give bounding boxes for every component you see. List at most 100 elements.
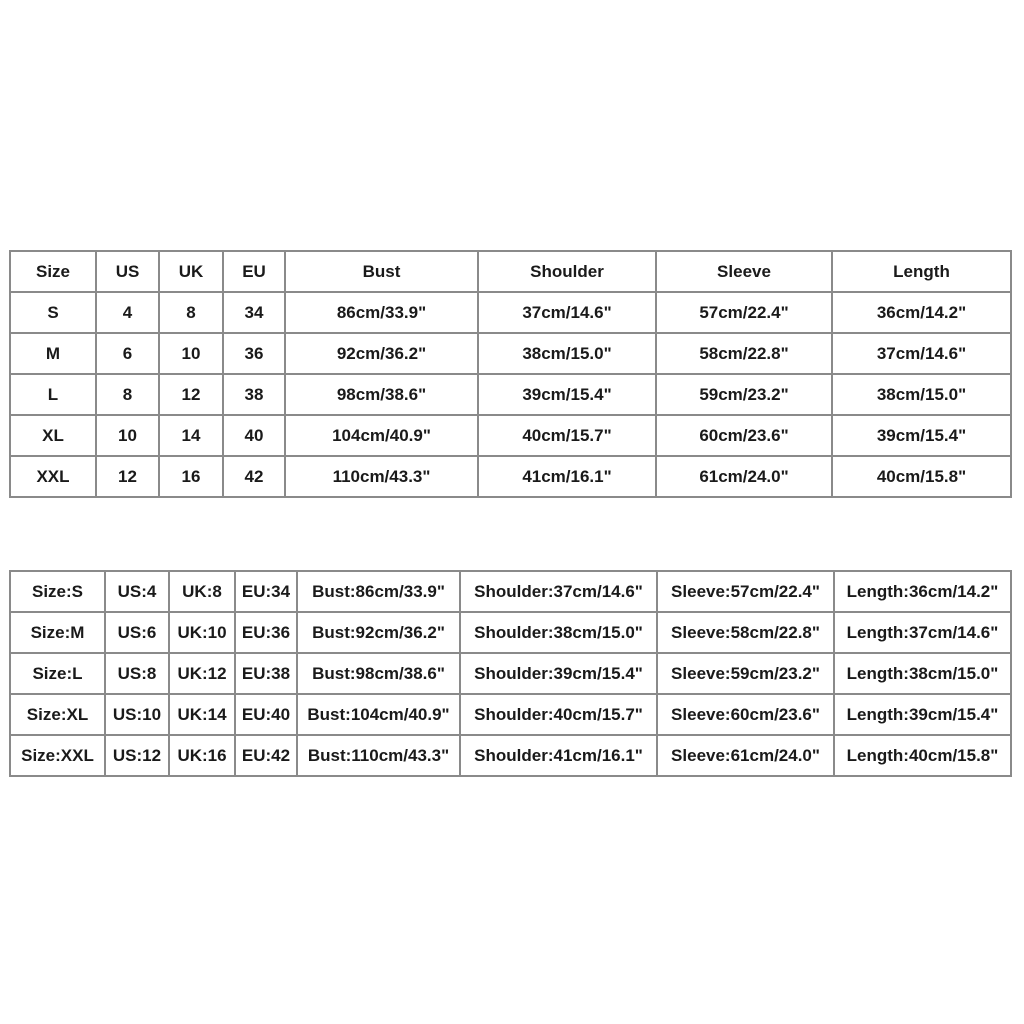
table-row: S 4 8 34 86cm/33.9" 37cm/14.6" 57cm/22.4" 36cm/… [9,291,1012,334]
table-cell: Shoulder:37cm/14.6" [459,570,658,613]
table-cell: Size:S [9,570,106,613]
table-cell: EU:42 [234,734,298,777]
table-cell: Sleeve:60cm/23.6" [656,693,835,736]
table-cell: 39cm/15.4" [477,373,657,416]
table-cell: 92cm/36.2" [284,332,479,375]
table-cell: Size [9,250,97,293]
table-cell: Length:39cm/15.4" [833,693,1012,736]
table-cell: Bust:92cm/36.2" [296,611,461,654]
table-cell: Shoulder:38cm/15.0" [459,611,658,654]
table-cell: Bust:86cm/33.9" [296,570,461,613]
table-cell: EU:34 [234,570,298,613]
table-cell: Bust:110cm/43.3" [296,734,461,777]
table-cell: 59cm/23.2" [655,373,833,416]
table-cell: US:6 [104,611,170,654]
table-cell: XXL [9,455,97,498]
table-cell: 60cm/23.6" [655,414,833,457]
table-cell: 110cm/43.3" [284,455,479,498]
table-cell: 38cm/15.0" [831,373,1012,416]
table-cell: Length:37cm/14.6" [833,611,1012,654]
table-cell: US:12 [104,734,170,777]
table-row: Size:L US:8 UK:12 EU:38 Bust:98cm/38.6" Shoul… [9,652,1012,695]
table-row: Size:XL US:10 UK:14 EU:40 Bust:104cm/40.9" Sh… [9,693,1012,736]
table-cell: Bust [284,250,479,293]
table-cell: 16 [158,455,224,498]
table-row: Size:S US:4 UK:8 EU:34 Bust:86cm/33.9" Should… [9,570,1012,613]
table-cell: 10 [158,332,224,375]
table-cell: 12 [158,373,224,416]
table-cell: XL [9,414,97,457]
table-cell: Size:XXL [9,734,106,777]
table-cell: EU:36 [234,611,298,654]
table-cell: Bust:104cm/40.9" [296,693,461,736]
table-cell: UK:16 [168,734,236,777]
table-cell: Length [831,250,1012,293]
table-cell: US:8 [104,652,170,695]
table-cell: EU:38 [234,652,298,695]
table-cell: Length:40cm/15.8" [833,734,1012,777]
table-cell: 38cm/15.0" [477,332,657,375]
table-cell: 14 [158,414,224,457]
table-row: XL 10 14 40 104cm/40.9" 40cm/15.7" 60cm/23.6" 3… [9,414,1012,457]
table-cell: 37cm/14.6" [477,291,657,334]
table-cell: Shoulder:41cm/16.1" [459,734,658,777]
table-cell: 42 [222,455,286,498]
table-cell: 98cm/38.6" [284,373,479,416]
table-cell: 40cm/15.7" [477,414,657,457]
table-cell: US:10 [104,693,170,736]
table-cell: 36 [222,332,286,375]
table-cell: UK [158,250,224,293]
table-cell: EU:40 [234,693,298,736]
table-cell: 39cm/15.4" [831,414,1012,457]
table-cell: Shoulder:39cm/15.4" [459,652,658,695]
table-cell: 4 [95,291,160,334]
table-cell: Size:M [9,611,106,654]
table-cell: 86cm/33.9" [284,291,479,334]
table-cell: UK:8 [168,570,236,613]
table-row: Size:XXL US:12 UK:16 EU:42 Bust:110cm/43.3" S… [9,734,1012,777]
table-row: XXL 12 16 42 110cm/43.3" 41cm/16.1" 61cm/24.0"… [9,455,1012,498]
table-cell: 12 [95,455,160,498]
table-cell: Bust:98cm/38.6" [296,652,461,695]
table-cell: Sleeve [655,250,833,293]
table-cell: Sleeve:58cm/22.8" [656,611,835,654]
table-cell: UK:12 [168,652,236,695]
table-cell: 34 [222,291,286,334]
table-cell: 36cm/14.2" [831,291,1012,334]
size-chart-table: Size US UK EU Bust Shoulder Sleeve Length S 4 8 34 8… [9,250,1012,498]
table-row: Size:M US:6 UK:10 EU:36 Bust:92cm/36.2" Shoul… [9,611,1012,654]
table-cell: Size:XL [9,693,106,736]
table-cell: S [9,291,97,334]
table-cell: 61cm/24.0" [655,455,833,498]
table-cell: 10 [95,414,160,457]
table-cell: 40 [222,414,286,457]
table-cell: 57cm/22.4" [655,291,833,334]
table-cell: M [9,332,97,375]
header-row: Size US UK EU Bust Shoulder Sleeve Length [9,250,1012,293]
table-cell: UK:14 [168,693,236,736]
table-cell: Length:38cm/15.0" [833,652,1012,695]
table-cell: UK:10 [168,611,236,654]
table-cell: Size:L [9,652,106,695]
table-cell: US [95,250,160,293]
table-cell: 6 [95,332,160,375]
table-cell: 40cm/15.8" [831,455,1012,498]
table-cell: Shoulder:40cm/15.7" [459,693,658,736]
table-cell: 37cm/14.6" [831,332,1012,375]
table-cell: 41cm/16.1" [477,455,657,498]
table-cell: Sleeve:57cm/22.4" [656,570,835,613]
table-cell: L [9,373,97,416]
table-cell: Length:36cm/14.2" [833,570,1012,613]
table-cell: 8 [95,373,160,416]
table-cell: 104cm/40.9" [284,414,479,457]
table-cell: Sleeve:59cm/23.2" [656,652,835,695]
size-chart-labeled-table: Size:S US:4 UK:8 EU:34 Bust:86cm/33.9" Should… [9,570,1012,777]
table-cell: 8 [158,291,224,334]
table-cell: US:4 [104,570,170,613]
table-cell: EU [222,250,286,293]
table-cell: Shoulder [477,250,657,293]
table-row: L 8 12 38 98cm/38.6" 39cm/15.4" 59cm/23.2" 38cm… [9,373,1012,416]
table-row: M 6 10 36 92cm/36.2" 38cm/15.0" 58cm/22.8" 37cm… [9,332,1012,375]
table-cell: 58cm/22.8" [655,332,833,375]
table-cell: Sleeve:61cm/24.0" [656,734,835,777]
